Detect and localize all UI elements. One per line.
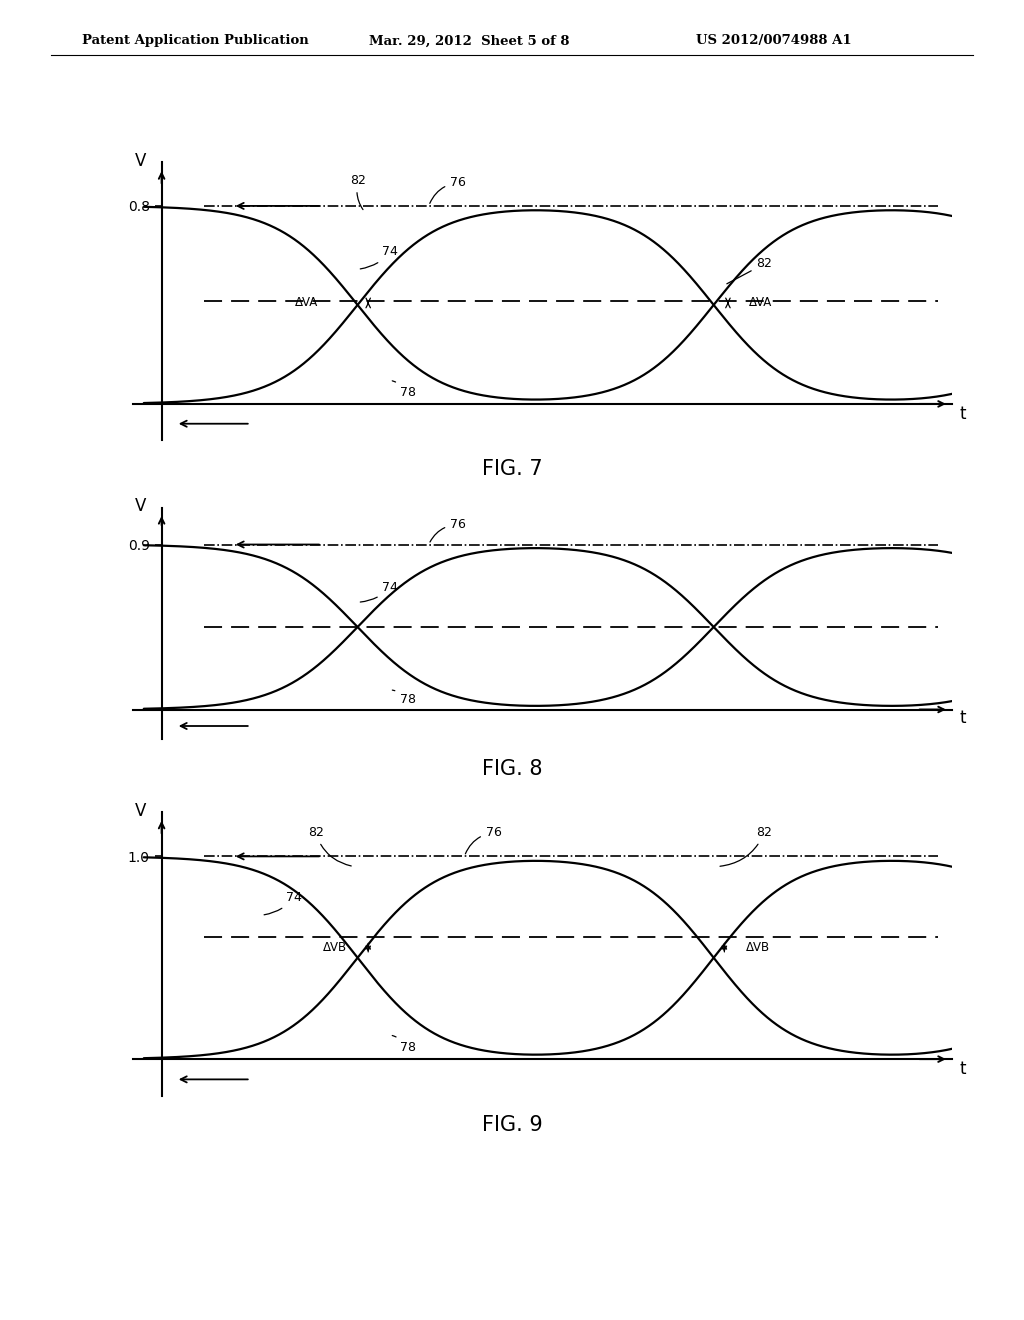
Text: 82: 82 <box>720 826 772 866</box>
Text: 76: 76 <box>465 826 502 854</box>
Text: 74: 74 <box>360 581 398 602</box>
Text: ΔVB: ΔVB <box>323 941 347 954</box>
Text: V: V <box>134 496 146 515</box>
Text: 78: 78 <box>392 690 416 706</box>
Text: t: t <box>959 405 966 422</box>
Text: t: t <box>959 1060 966 1078</box>
Text: 74: 74 <box>360 246 398 269</box>
Text: US 2012/0074988 A1: US 2012/0074988 A1 <box>696 34 852 48</box>
Text: FIG. 9: FIG. 9 <box>481 1115 543 1135</box>
Text: 82: 82 <box>350 174 367 210</box>
Text: 82: 82 <box>307 826 351 866</box>
Text: V: V <box>134 152 146 170</box>
Text: 74: 74 <box>264 891 302 915</box>
Text: Patent Application Publication: Patent Application Publication <box>82 34 308 48</box>
Text: 78: 78 <box>392 1035 416 1053</box>
Text: ΔVA: ΔVA <box>295 297 318 309</box>
Text: ΔVA: ΔVA <box>750 297 772 309</box>
Text: 76: 76 <box>430 176 466 203</box>
Text: FIG. 7: FIG. 7 <box>481 459 543 479</box>
Text: V: V <box>134 803 146 820</box>
Text: t: t <box>959 709 966 727</box>
Text: 78: 78 <box>392 381 416 399</box>
Text: 76: 76 <box>430 517 466 543</box>
Text: 82: 82 <box>727 257 772 284</box>
Text: FIG. 8: FIG. 8 <box>481 759 543 779</box>
Text: Mar. 29, 2012  Sheet 5 of 8: Mar. 29, 2012 Sheet 5 of 8 <box>369 34 569 48</box>
Text: ΔVB: ΔVB <box>745 941 770 954</box>
